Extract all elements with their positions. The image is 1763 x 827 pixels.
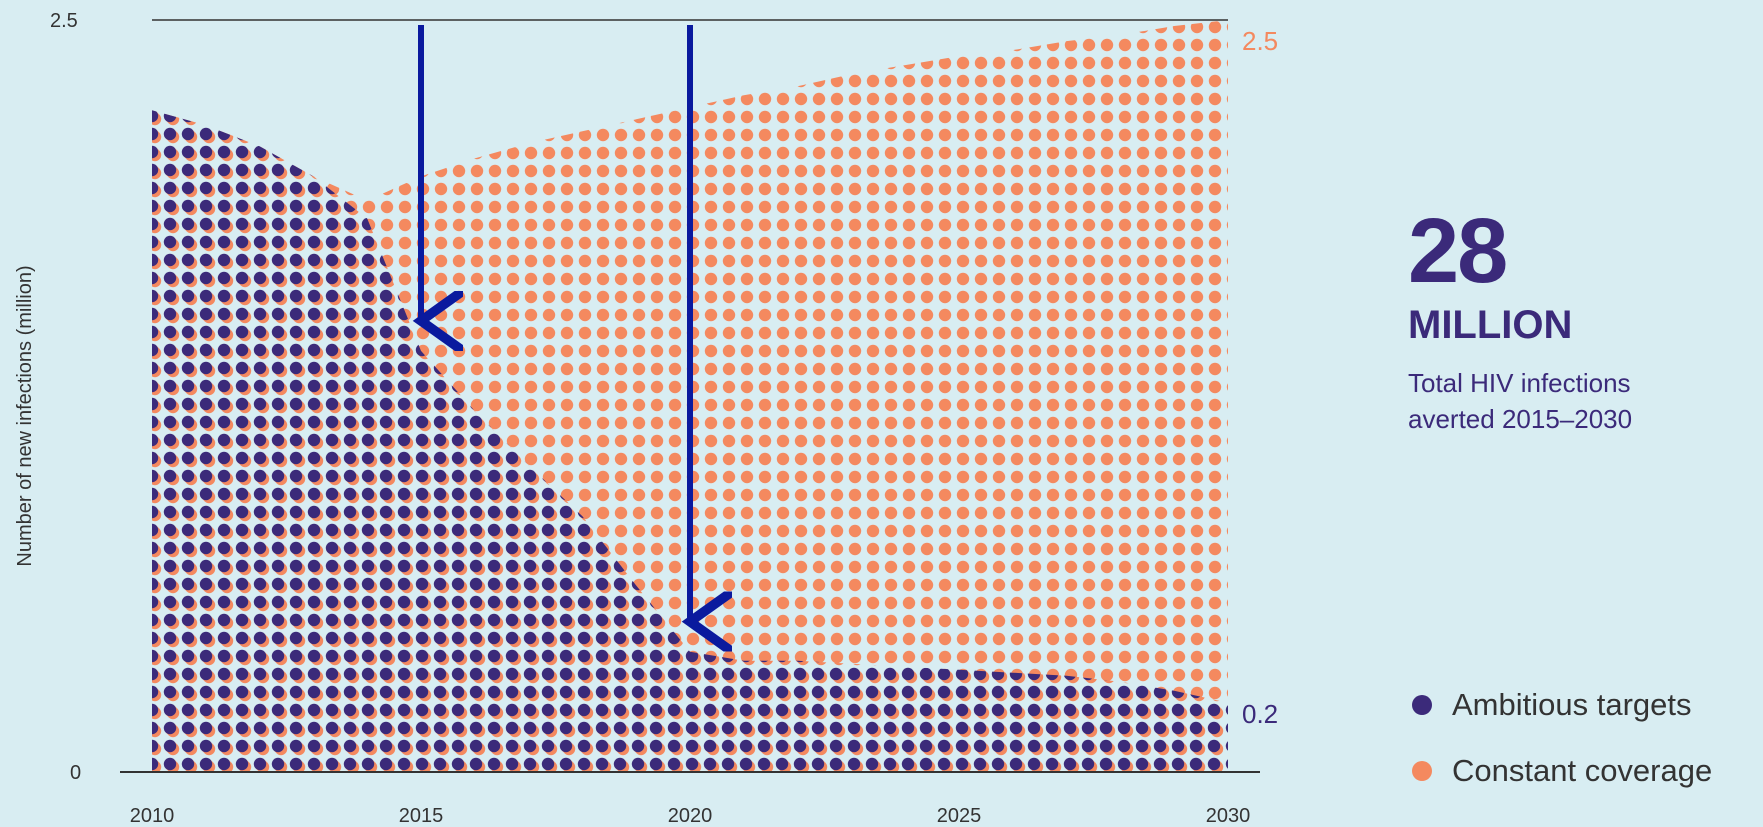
x-tick-2025: 2025 — [937, 805, 982, 827]
y-axis-title: Number of new infections (million) — [14, 265, 36, 566]
legend-label-constant: Constant coverage — [1452, 753, 1713, 788]
stat-number: 28 — [1408, 200, 1508, 302]
stat-block: 28 MILLION Total HIV infections averted … — [1408, 205, 1708, 437]
x-tick-2020: 2020 — [668, 805, 713, 827]
stat-caption-line-2: averted 2015–2030 — [1408, 404, 1633, 434]
legend-swatch-ambitious — [1412, 695, 1432, 715]
legend-swatch-constant — [1412, 761, 1432, 781]
x-tick-2015: 2015 — [399, 805, 444, 827]
legend: Ambitious targets Constant coverage — [1412, 672, 1712, 804]
stat-caption: Total HIV infections averted 2015–2030 — [1408, 365, 1708, 437]
y-tick-2-5: 2.5 — [50, 10, 78, 32]
constant-end-label: 2.5 — [1242, 26, 1278, 56]
legend-item-ambitious: Ambitious targets — [1412, 672, 1712, 738]
stat-caption-line-1: Total HIV infections — [1408, 368, 1631, 398]
x-tick-2010: 2010 — [130, 805, 175, 827]
x-tick-2030: 2030 — [1206, 805, 1251, 827]
y-tick-0: 0 — [70, 762, 81, 784]
legend-label-ambitious: Ambitious targets — [1452, 687, 1692, 722]
ambitious-targets-area — [152, 110, 1228, 772]
legend-item-constant: Constant coverage — [1412, 738, 1712, 804]
stat-unit: MILLION — [1408, 303, 1573, 347]
ambitious-end-label: 0.2 — [1242, 699, 1278, 729]
